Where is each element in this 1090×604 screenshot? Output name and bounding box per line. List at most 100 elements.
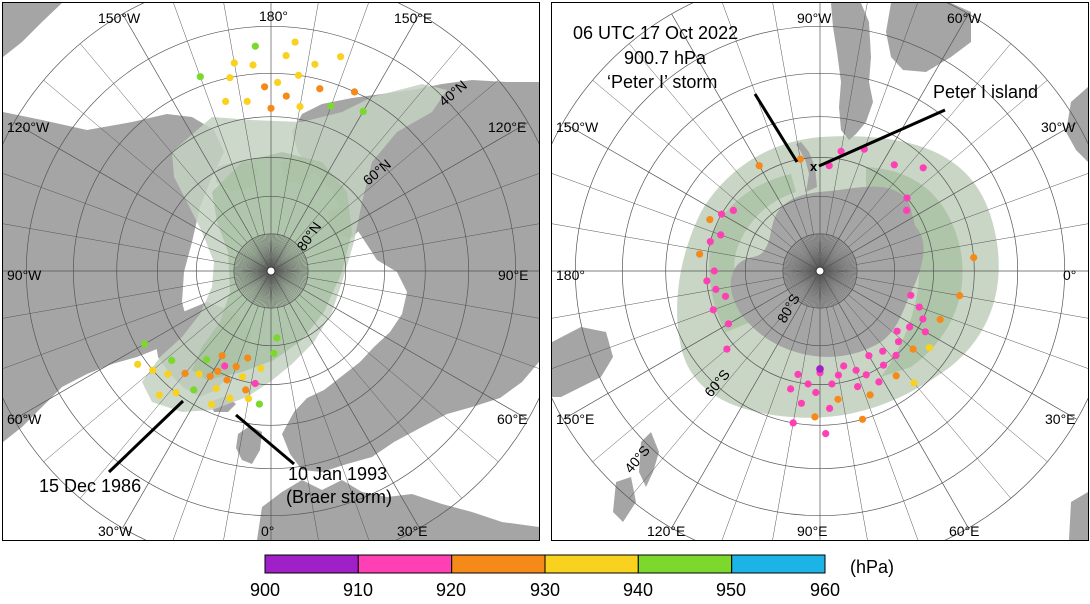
meridian-fine (246, 270, 272, 299)
meridian (43, 80, 243, 248)
meridian-fine (270, 246, 299, 272)
meridian-fine (270, 270, 292, 302)
storm-point (721, 292, 730, 300)
meridian-fine (796, 270, 821, 300)
meridian-fine (265, 234, 272, 272)
meridian (819, 270, 1078, 420)
meridian-fine (819, 237, 836, 272)
storm-point (164, 370, 172, 378)
storm-point (226, 394, 234, 402)
meridian-fine (792, 246, 821, 272)
meridian-fine (270, 270, 277, 308)
storm-point (787, 385, 795, 393)
meridian-fine (819, 243, 845, 272)
meridian-fine (819, 236, 833, 272)
meridian (307, 223, 539, 265)
meridian-fine (270, 270, 293, 302)
storm-point (141, 340, 149, 348)
meridian-fine (787, 270, 821, 290)
meridian-fine (237, 270, 272, 288)
meridian-fine (819, 270, 843, 301)
meridian-fine (812, 270, 821, 308)
storm-point (294, 71, 303, 79)
meridian-fine (260, 235, 272, 272)
storm-point (282, 92, 290, 100)
meridian-fine (819, 270, 858, 274)
meridian-fine (270, 270, 278, 308)
storm-point (242, 386, 250, 394)
meridian-fine (270, 241, 294, 272)
meridian-fine (265, 270, 272, 308)
meridian (592, 80, 792, 248)
storm-point (724, 320, 733, 328)
storm-point (811, 413, 819, 421)
meridian (552, 283, 786, 369)
nh-lon-label-150e: 150°E (394, 10, 432, 26)
nh-frame (2, 2, 540, 541)
meridian-fine (270, 270, 300, 295)
colorbar-tick-900: 900 (250, 580, 280, 600)
meridian-fine (784, 270, 821, 283)
meridian-fine (233, 270, 272, 273)
meridian-fine (239, 270, 272, 291)
colorbar-tick-920: 920 (436, 580, 466, 600)
meridian (819, 122, 1078, 272)
meridian-fine (786, 255, 821, 272)
colorbar-swatch (731, 554, 826, 574)
meridian-fine (270, 247, 300, 272)
meridian-fine (819, 270, 833, 306)
storm-name-label: ‘Peter I’ storm (607, 72, 717, 92)
storm-point (223, 376, 231, 384)
meridian-fine (798, 270, 821, 302)
meridian-fine (270, 260, 307, 272)
sh-storm-points (696, 145, 978, 438)
meridian-fine (819, 259, 856, 272)
meridian-fine (791, 270, 821, 295)
meridian-fine (270, 261, 308, 272)
meridian-fine (794, 244, 821, 272)
meridian-fine (261, 270, 272, 308)
meridian-fine (813, 270, 821, 308)
meridian-fine (819, 233, 823, 272)
meridian-fine (270, 270, 308, 278)
storm-point (230, 59, 238, 67)
meridian-fine (819, 266, 857, 272)
storm-point (909, 345, 917, 353)
sh-lon-label-150w: 150°W (556, 119, 599, 135)
meridian-fine (808, 235, 821, 272)
meridian (629, 43, 797, 243)
meridian-fine (819, 234, 825, 272)
meridian-fine (270, 238, 289, 272)
meridian-fine (819, 242, 844, 272)
meridian (772, 3, 814, 235)
sh-frame (551, 2, 1089, 541)
nh-storm-points (134, 38, 367, 408)
sh-lon-label-120e: 120°E (647, 523, 685, 539)
meridian-fine (789, 270, 821, 292)
meridian-fine (270, 270, 305, 287)
meridian-fine (268, 233, 272, 272)
meridian-fine (254, 270, 272, 305)
meridian (772, 307, 814, 540)
nh-lon-label-120e: 120°E (488, 119, 526, 135)
meridian-fine (235, 259, 272, 272)
storm-point (797, 399, 805, 407)
meridian-fine (270, 236, 284, 272)
meridian-fine (810, 270, 821, 308)
sh-lon-label-90w: 90°W (797, 10, 832, 26)
meridian-fine (819, 270, 853, 290)
meridian-fine (783, 266, 821, 272)
meridian-fine (270, 234, 279, 272)
meridian-fine (270, 235, 283, 272)
meridian-fine (782, 270, 821, 274)
storm-point (243, 97, 251, 105)
meridian-fine (819, 238, 839, 272)
meridian (854, 173, 1088, 259)
annotation-1986: 15 Dec 1986 (39, 476, 141, 496)
storm-point (892, 351, 900, 359)
meridian-fine (270, 270, 291, 303)
meridian-fine (270, 234, 281, 272)
meridian-fine (270, 243, 296, 272)
meridian-fine (819, 270, 827, 308)
meridian-fine (819, 234, 830, 272)
